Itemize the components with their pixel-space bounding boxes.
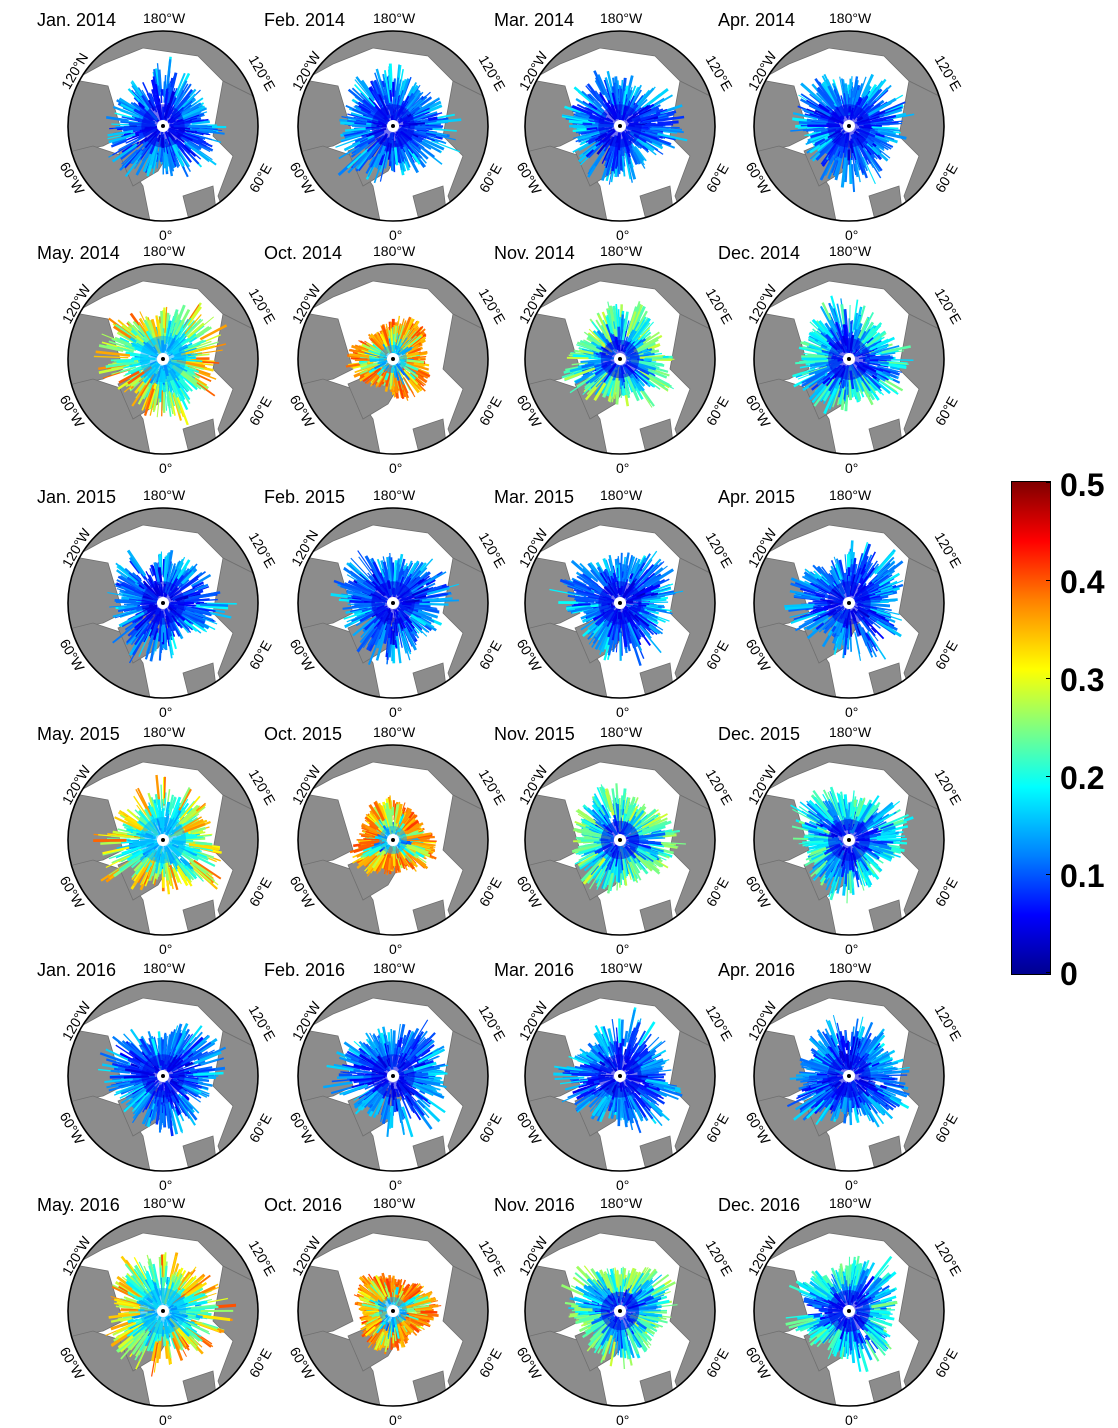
figure: Jan. 2014180°W120°N120°E60°W60°E0°Feb. 2… — [0, 0, 1118, 1413]
